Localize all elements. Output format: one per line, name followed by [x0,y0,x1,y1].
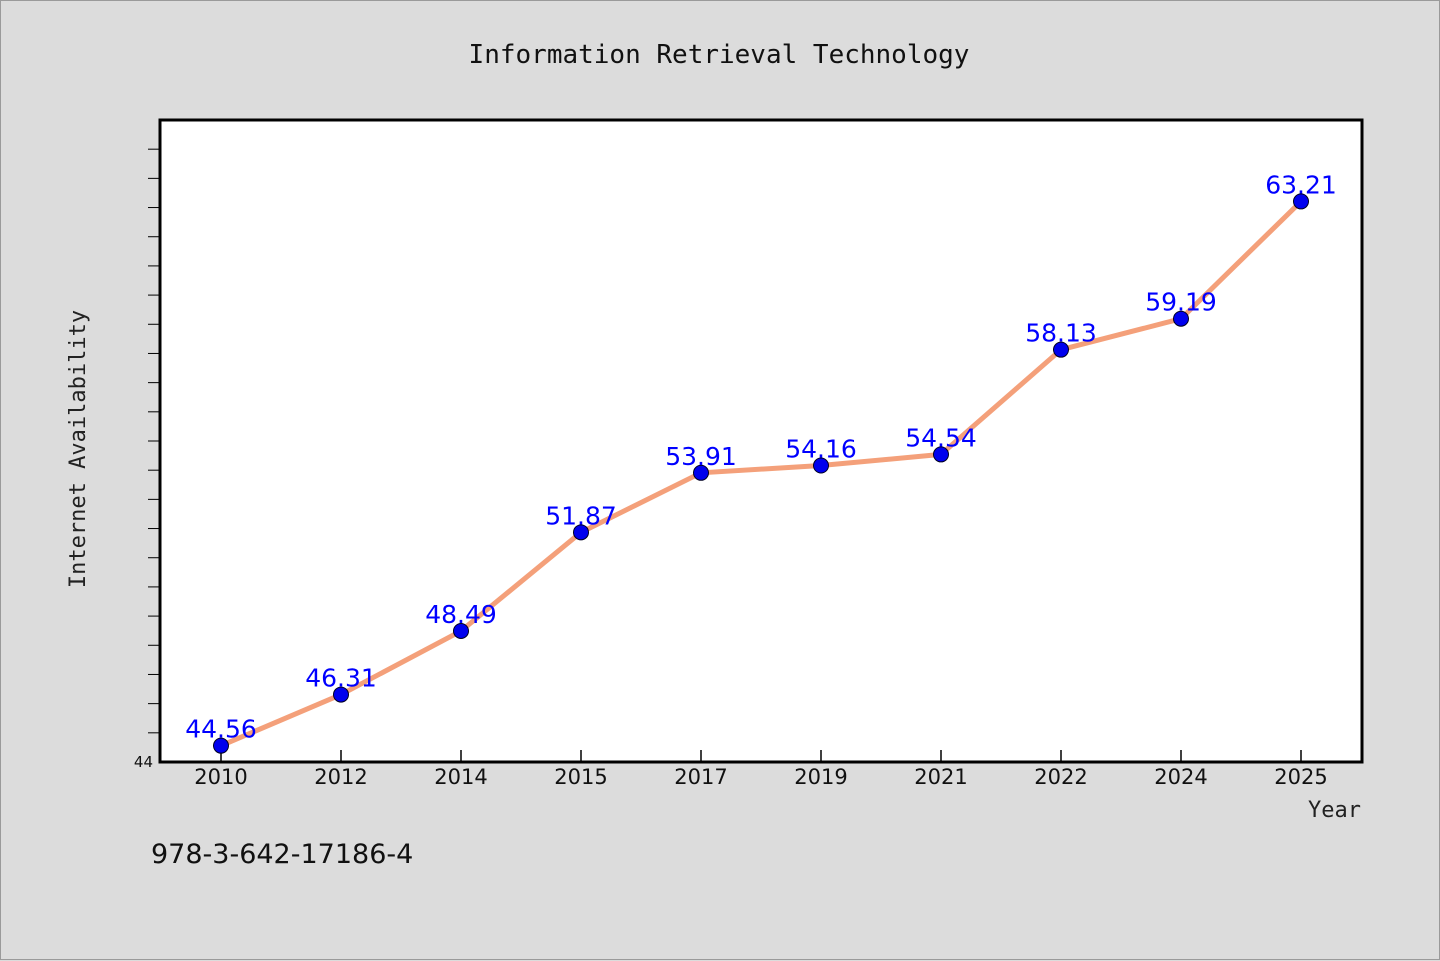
data-label: 48.49 [425,600,497,629]
data-point [453,622,469,639]
y-axis-title: Internet Availability [66,310,91,588]
data-point [933,446,949,463]
x-tick-label: 2022 [1034,765,1087,789]
y-tick-label: 44 [134,753,153,771]
data-point [213,737,229,754]
data-point [1173,310,1189,327]
data-label: 63.21 [1265,170,1337,199]
data-point [333,686,349,703]
x-tick-label: 2024 [1154,765,1207,789]
x-tick-label: 2017 [674,765,727,789]
x-axis-title: Year [1308,798,1361,823]
x-tick-label: 2010 [194,765,247,789]
data-label: 54.16 [785,435,857,464]
data-point [693,464,709,481]
data-label: 53.91 [665,442,737,471]
series-group: 44.56 46.31 48.49 51.87 53.91 54.16 54.54 58.13… [185,170,1337,754]
data-label: 51.87 [545,501,617,530]
series-line [218,198,1304,749]
data-point [573,524,589,541]
data-label: 58.13 [1025,319,1097,348]
x-axis-ticks: 2010 2012 2014 2015 2017 2019 2021 2022 2024 2025 [194,750,1328,789]
isbn-text: 978-3-642-17186-4 [151,839,413,870]
data-label: 46.31 [305,664,377,693]
data-label: 59.19 [1145,288,1217,317]
x-tick-label: 2014 [434,765,487,789]
data-label: 44.56 [185,715,257,744]
y-axis-ticks [148,148,160,734]
plot-area [158,118,1364,764]
data-label: 54.54 [905,423,977,452]
chart-title: Information Retrieval Technology [469,40,970,70]
data-point [1293,193,1309,210]
x-tick-label: 2021 [914,765,967,789]
x-tick-label: 2015 [554,765,607,789]
data-point [813,457,829,474]
x-tick-label: 2019 [794,765,847,789]
x-tick-label: 2025 [1274,765,1327,789]
x-tick-label: 2012 [314,765,367,789]
data-point [1053,341,1069,358]
